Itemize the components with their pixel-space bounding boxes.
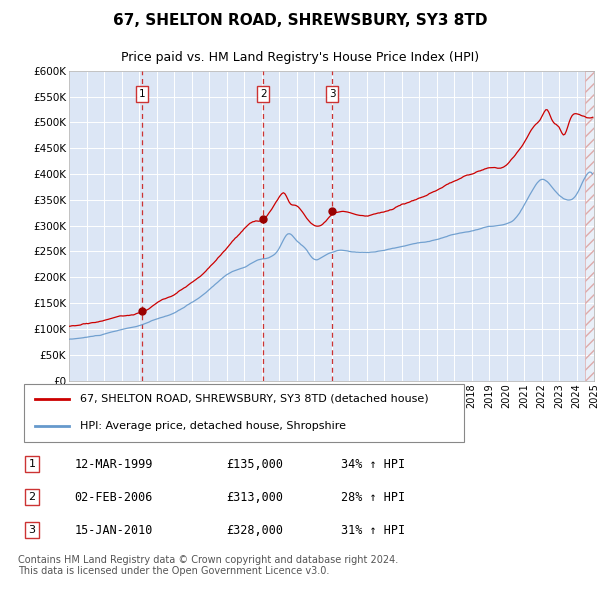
Text: 3: 3 — [329, 89, 335, 99]
Text: Price paid vs. HM Land Registry's House Price Index (HPI): Price paid vs. HM Land Registry's House … — [121, 51, 479, 64]
Text: £313,000: £313,000 — [226, 490, 283, 504]
Text: 3: 3 — [29, 525, 35, 535]
Text: 67, SHELTON ROAD, SHREWSBURY, SY3 8TD (detached house): 67, SHELTON ROAD, SHREWSBURY, SY3 8TD (d… — [80, 394, 428, 404]
Text: 2: 2 — [260, 89, 266, 99]
Text: 02-FEB-2006: 02-FEB-2006 — [74, 490, 153, 504]
Text: £328,000: £328,000 — [226, 523, 283, 537]
Text: 2: 2 — [29, 492, 35, 502]
Text: 28% ↑ HPI: 28% ↑ HPI — [341, 490, 406, 504]
Text: 34% ↑ HPI: 34% ↑ HPI — [341, 457, 406, 471]
Text: 15-JAN-2010: 15-JAN-2010 — [74, 523, 153, 537]
FancyBboxPatch shape — [23, 384, 464, 442]
Text: 12-MAR-1999: 12-MAR-1999 — [74, 457, 153, 471]
Text: HPI: Average price, detached house, Shropshire: HPI: Average price, detached house, Shro… — [80, 421, 346, 431]
Text: £135,000: £135,000 — [226, 457, 283, 471]
Text: 67, SHELTON ROAD, SHREWSBURY, SY3 8TD: 67, SHELTON ROAD, SHREWSBURY, SY3 8TD — [113, 13, 487, 28]
Text: 31% ↑ HPI: 31% ↑ HPI — [341, 523, 406, 537]
Text: 1: 1 — [29, 459, 35, 469]
Text: Contains HM Land Registry data © Crown copyright and database right 2024.
This d: Contains HM Land Registry data © Crown c… — [18, 555, 398, 576]
Text: 1: 1 — [139, 89, 146, 99]
